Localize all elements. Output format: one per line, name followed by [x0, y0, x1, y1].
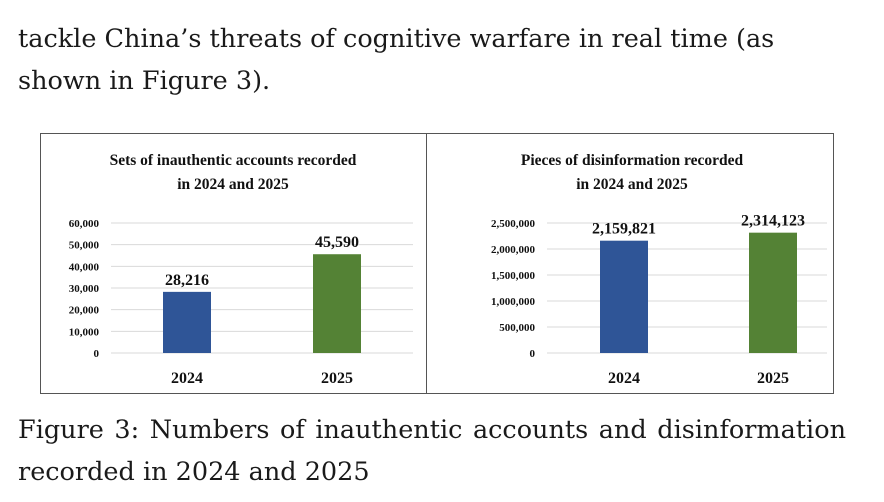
x-category-label: 2024: [171, 370, 203, 387]
chart-inauthentic-accounts: Sets of inauthentic accounts recorded in …: [69, 152, 413, 387]
data-label: 28,216: [165, 272, 209, 289]
data-label: 2,314,123: [741, 213, 805, 230]
y-tick-label: 10,000: [69, 326, 100, 338]
x-category-label: 2024: [608, 370, 640, 387]
chart-title-line-2: in 2024 and 2025: [177, 176, 289, 193]
figure-caption-line-2: recorded in 2024 and 2025: [18, 457, 370, 487]
bar-2024: [600, 240, 648, 353]
data-label: 2,159,821: [592, 221, 656, 238]
y-tick-label: 40,000: [69, 261, 100, 273]
figure-divider: [426, 134, 427, 393]
y-tick-label: 30,000: [69, 283, 100, 295]
y-tick-label: 0: [530, 348, 536, 360]
y-tick-label: 2,500,000: [491, 218, 536, 230]
bar-2024: [163, 291, 211, 353]
body-paragraph: tackle China’s threats of cognitive warf…: [18, 24, 775, 96]
figure-caption-line-1: Figure 3: Numbers of inauthentic account…: [18, 415, 846, 445]
y-tick-label: 500,000: [499, 322, 535, 334]
data-label: 45,590: [315, 234, 359, 251]
y-tick-label: 1,000,000: [491, 296, 536, 308]
bar-2025: [313, 254, 361, 353]
bar-2025: [749, 232, 797, 353]
y-tick-label: 20,000: [69, 305, 100, 317]
y-tick-label: 1,500,000: [491, 270, 536, 282]
x-category-label: 2025: [321, 370, 353, 387]
chart-title-line-2: in 2024 and 2025: [576, 176, 688, 193]
chart-disinformation-pieces: Pieces of disinformation recorded in 2024…: [491, 152, 827, 387]
y-tick-label: 60,000: [69, 218, 100, 230]
y-tick-label: 50,000: [69, 240, 100, 252]
chart-title-line-1: Pieces of disinformation recorded: [521, 152, 744, 169]
x-category-label: 2025: [757, 370, 789, 387]
figure-3: Sets of inauthentic accounts recorded in …: [40, 133, 834, 394]
chart-title-line-1: Sets of inauthentic accounts recorded: [110, 152, 357, 169]
y-tick-label: 0: [94, 348, 100, 360]
y-tick-label: 2,000,000: [491, 244, 536, 256]
